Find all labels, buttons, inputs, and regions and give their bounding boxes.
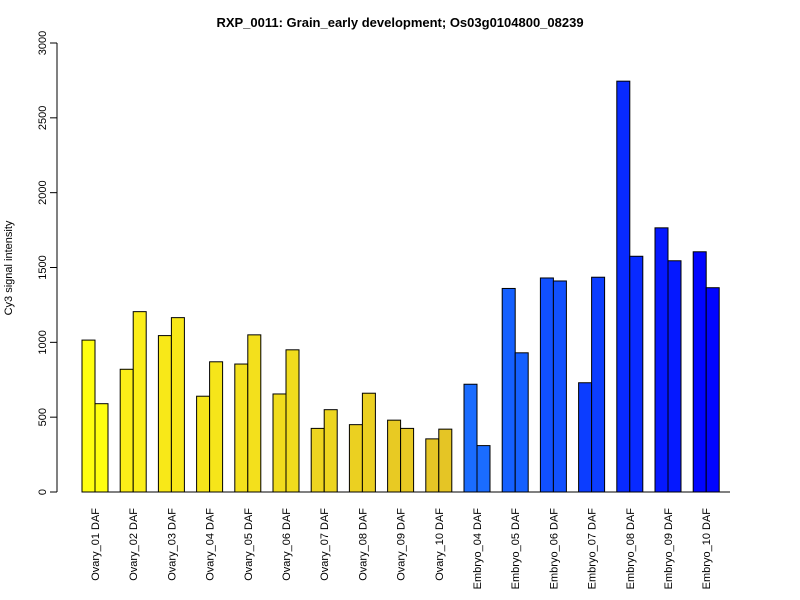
- bar: [170, 317, 185, 493]
- bar: [361, 392, 376, 493]
- bar: [348, 424, 363, 493]
- bar: [667, 260, 682, 493]
- x-tick-label: Ovary_02 DAF: [128, 508, 140, 581]
- y-tick-label: 1500: [37, 255, 49, 279]
- bar: [119, 368, 134, 493]
- bar: [692, 251, 707, 493]
- x-tick-labels: Ovary_01 DAF Ovary_02 DAF Ovary_03 DAF Ovar…: [90, 508, 713, 590]
- y-tick-label: 2000: [37, 180, 49, 204]
- bar: [514, 352, 529, 493]
- bar: [400, 427, 415, 493]
- y-tick-label: 0: [37, 489, 49, 495]
- bar: [591, 276, 606, 493]
- bar: [310, 427, 325, 493]
- x-tick-label: Ovary_10 DAF: [434, 508, 446, 581]
- x-tick-label: Embryo_08 DAF: [625, 508, 637, 590]
- bar: [463, 383, 478, 493]
- bar: [234, 363, 249, 493]
- chart-title: RXP_0011: Grain_early development; Os03g…: [216, 15, 583, 30]
- bar: [476, 445, 491, 493]
- bar: [157, 335, 172, 493]
- x-tick-label: Ovary_08 DAF: [357, 508, 369, 581]
- x-tick-label: Ovary_04 DAF: [205, 508, 217, 581]
- bar: [387, 419, 402, 493]
- bar: [552, 280, 567, 493]
- bar: [81, 339, 96, 493]
- bar: [654, 227, 669, 493]
- x-tick-label: Embryo_04 DAF: [472, 508, 484, 590]
- x-tick-label: Embryo_07 DAF: [587, 508, 599, 590]
- y-tick-label: 2500: [37, 106, 49, 130]
- bar: [539, 277, 554, 493]
- x-tick-label: Ovary_05 DAF: [243, 508, 255, 581]
- x-tick-label: Ovary_07 DAF: [319, 508, 331, 581]
- bar: [578, 382, 593, 493]
- bar: [247, 334, 262, 493]
- y-tick-label: 3000: [37, 31, 49, 55]
- x-tick-label: Ovary_03 DAF: [166, 508, 178, 581]
- bar: [438, 428, 453, 493]
- x-tick-label: Ovary_01 DAF: [90, 508, 102, 581]
- bar: [616, 80, 631, 493]
- y-axis-label: Cy3 signal intensity: [3, 220, 15, 315]
- bar: [285, 349, 300, 493]
- bar: [501, 287, 516, 493]
- bars: [81, 80, 720, 493]
- x-tick-label: Embryo_09 DAF: [663, 508, 675, 590]
- x-tick-label: Embryo_05 DAF: [510, 508, 522, 590]
- x-tick-label: Ovary_06 DAF: [281, 508, 293, 581]
- bar: [323, 409, 338, 493]
- y-axis: 0 500 1000 1500 2000 2500 3000: [37, 31, 58, 495]
- y-tick-label: 500: [37, 408, 49, 426]
- x-tick-label: Embryo_10 DAF: [701, 508, 713, 590]
- bar: [705, 287, 720, 493]
- x-tick-label: Ovary_09 DAF: [396, 508, 408, 581]
- y-tick-label: 1000: [37, 330, 49, 354]
- bar: [209, 361, 224, 493]
- bar: [132, 311, 147, 493]
- bar: [629, 255, 644, 493]
- bar: [425, 438, 440, 493]
- bar: [94, 403, 109, 493]
- x-tick-label: Embryo_06 DAF: [548, 508, 560, 590]
- bar: [272, 393, 287, 493]
- bar: [196, 395, 211, 493]
